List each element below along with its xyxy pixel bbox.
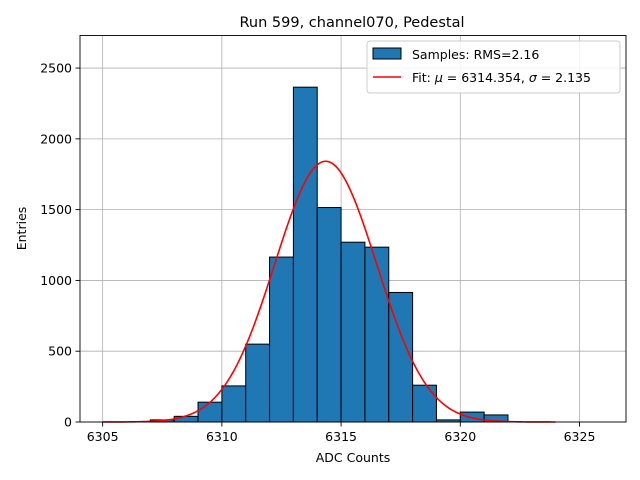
y-tick-label: 2000 xyxy=(40,131,72,146)
x-axis-ticks: 6305 6310 6315 6320 6325 xyxy=(87,422,596,444)
x-tick-label: 6315 xyxy=(325,429,357,444)
histogram-bar xyxy=(269,256,294,423)
histogram-bar xyxy=(292,86,318,423)
histogram-bar xyxy=(316,207,342,423)
legend-label-histogram: Samples: RMS=2.16 xyxy=(412,47,539,62)
legend-swatch-histogram xyxy=(372,47,402,60)
y-tick-label: 2500 xyxy=(40,61,72,76)
legend: Samples: RMS=2.16 Fit: μ = 6314.354, σ =… xyxy=(366,40,621,94)
legend-label-fit: Fit: μ = 6314.354, σ = 2.135 xyxy=(412,70,591,85)
histogram-bar xyxy=(173,415,199,423)
chart-title: Run 599, channel070, Pedestal xyxy=(239,15,464,31)
y-tick-label: 0 xyxy=(64,415,72,430)
histogram-bars xyxy=(149,86,509,423)
fit-curve xyxy=(102,160,556,423)
histogram-bar xyxy=(412,384,437,423)
histogram-bar xyxy=(197,401,223,423)
x-tick-label: 6305 xyxy=(87,429,119,444)
x-tick-label: 6320 xyxy=(444,429,476,444)
x-tick-label: 6325 xyxy=(564,429,596,444)
y-tick-label: 1500 xyxy=(40,202,72,217)
y-axis-label: Entries xyxy=(14,207,29,251)
x-tick-label: 6310 xyxy=(206,429,238,444)
plot-frame xyxy=(79,35,627,423)
y-tick-label: 500 xyxy=(48,344,72,359)
histogram-bar xyxy=(245,343,271,423)
histogram-bar xyxy=(364,246,390,423)
y-axis-ticks: 0 500 1000 1500 2000 2500 xyxy=(40,61,80,430)
x-axis-label: ADC Counts xyxy=(316,450,391,465)
legend-box xyxy=(366,40,621,94)
histogram-bar xyxy=(221,385,247,423)
y-tick-label: 1000 xyxy=(40,273,72,288)
histogram-bar xyxy=(340,241,366,423)
